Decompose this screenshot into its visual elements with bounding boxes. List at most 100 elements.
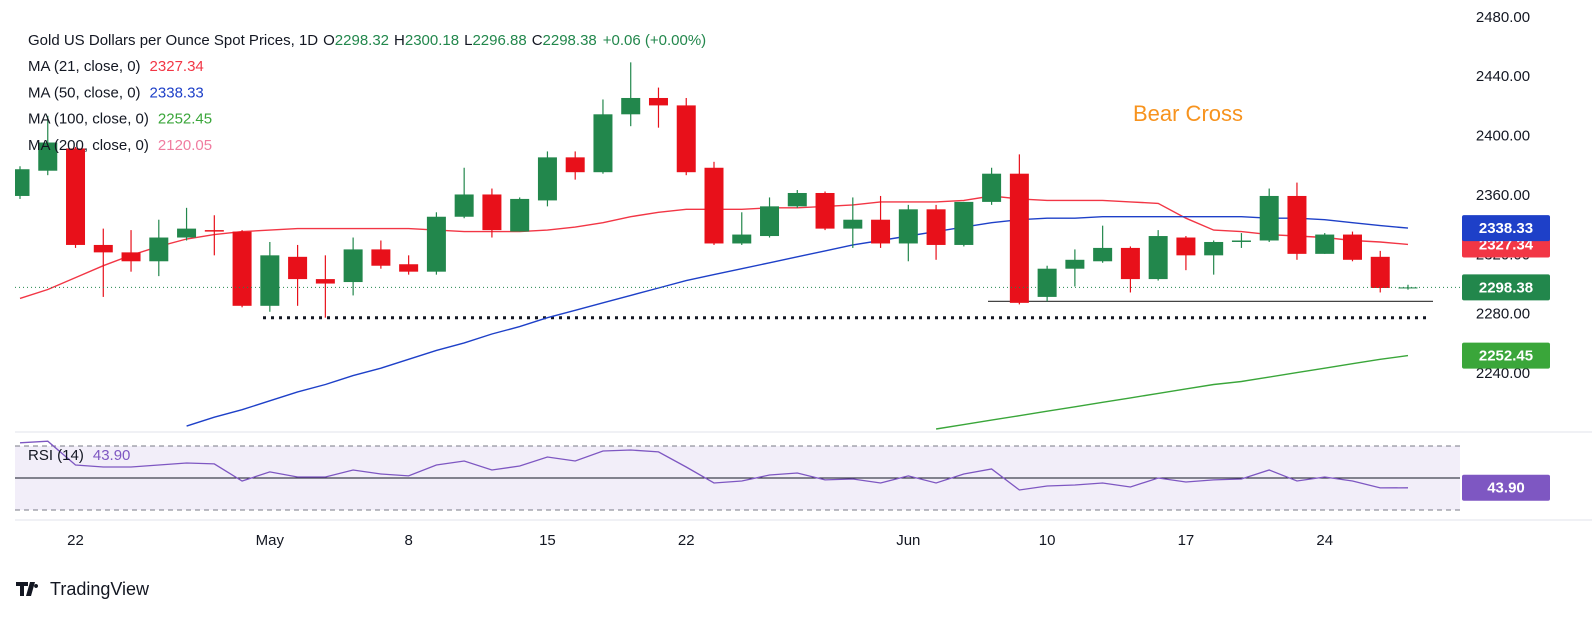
candle-body	[843, 219, 863, 229]
candle-body	[1315, 234, 1335, 254]
x-tick-label: Jun	[896, 532, 920, 549]
y-tick-label: 2440.00	[1476, 68, 1530, 85]
ma-line	[186, 216, 1409, 427]
candle-body	[93, 244, 113, 253]
y-tick-label: 2280.00	[1476, 306, 1530, 323]
watermark: TradingView	[16, 579, 150, 599]
candle-body	[1259, 195, 1279, 241]
candle-body	[1370, 256, 1390, 288]
candle-body	[1065, 259, 1085, 269]
header: Gold US Dollars per Ounce Spot Prices, 1…	[28, 32, 706, 49]
ma-badge: 2252.45	[1479, 348, 1533, 365]
candle-body	[177, 228, 197, 238]
candle-body	[1093, 247, 1113, 262]
ohlc-value: 2300.18	[405, 32, 459, 49]
candle-body	[676, 105, 696, 173]
candle-body	[815, 192, 835, 229]
candle-body	[399, 264, 419, 272]
candle-body	[1148, 236, 1168, 280]
rsi-value: 43.90	[93, 447, 131, 464]
ohlc-value: 2298.32	[335, 32, 389, 49]
rsi-label: RSI (14)	[28, 447, 84, 464]
candle-body	[510, 198, 530, 232]
legend-value: 2252.45	[158, 111, 212, 128]
candle-body	[1231, 240, 1251, 242]
rsi-badge-bg	[1462, 474, 1550, 501]
ohlc-key: O	[323, 32, 335, 49]
candle-body	[1037, 268, 1057, 297]
legend-label: MA (100, close, 0)	[28, 111, 149, 128]
x-tick-label: 22	[67, 532, 84, 549]
candle-body	[621, 97, 641, 115]
candle-body	[66, 148, 86, 245]
candle-body	[371, 249, 391, 266]
candle-body	[15, 169, 30, 196]
candle-body	[982, 173, 1002, 202]
x-tick-label: 15	[539, 532, 556, 549]
candle-body	[704, 167, 724, 244]
candle-body	[315, 279, 335, 284]
annotation: Bear Cross	[1133, 101, 1243, 126]
candle-body	[232, 231, 252, 306]
candle-body	[38, 142, 58, 171]
y-tick-label: 2240.00	[1476, 365, 1530, 382]
x-tick-label: 17	[1178, 532, 1195, 549]
chart-title: Gold US Dollars per Ounce Spot Prices, 1…	[28, 32, 318, 49]
x-tick-label: 10	[1039, 532, 1056, 549]
candle-body	[732, 234, 752, 244]
ma-badge-bg	[1462, 342, 1550, 369]
candle-body	[1287, 195, 1307, 254]
price-badge: 2298.38	[1479, 279, 1533, 296]
legend-bg	[20, 28, 860, 54]
x-tick-label: 24	[1316, 532, 1333, 549]
y-tick-label: 2480.00	[1476, 9, 1530, 26]
candle-body	[204, 230, 224, 232]
legend-label: MA (21, close, 0)	[28, 58, 141, 75]
ohlc-value: 2298.38	[543, 32, 597, 49]
rsi-legend: RSI (14) 43.90	[28, 447, 130, 464]
x-tick-label: May	[256, 532, 285, 549]
candle-body	[954, 201, 974, 245]
x-tick-label: 8	[404, 532, 412, 549]
ohlc-key: C	[532, 32, 543, 49]
candle-body	[565, 157, 585, 173]
legend-entry: MA (200, close, 0) 2120.05	[28, 137, 212, 154]
brand: TradingView	[50, 579, 150, 599]
candle-body	[926, 209, 946, 245]
legend-value: 2327.34	[150, 58, 204, 75]
ohlc-key: H	[394, 32, 405, 49]
candle-body	[343, 249, 363, 283]
legend-label: MA (200, close, 0)	[28, 137, 149, 154]
rsi-line	[19, 440, 1409, 491]
logo	[16, 582, 39, 596]
ma-line	[935, 354, 1409, 430]
x-tick-label: 22	[678, 532, 695, 549]
candle-body	[593, 114, 613, 173]
candle-body	[537, 157, 557, 201]
legend-value: 2338.33	[150, 84, 204, 101]
candle-body	[1342, 234, 1362, 260]
candle-body	[871, 219, 891, 244]
candle-body	[1009, 173, 1029, 303]
ma-badge-bg	[1462, 215, 1550, 242]
legend-label: MA (50, close, 0)	[28, 84, 141, 101]
candle-body	[482, 194, 502, 231]
y-tick-label: 2400.00	[1476, 128, 1530, 145]
ohlc-value: 2296.88	[472, 32, 526, 49]
candle-body	[288, 256, 308, 280]
candle-body	[454, 194, 474, 217]
y-tick-label: 2360.00	[1476, 187, 1530, 204]
candle-body	[1176, 237, 1196, 256]
legend-entry: MA (50, close, 0) 2338.33	[28, 84, 204, 101]
price-badge-bg	[1462, 274, 1550, 301]
legend-value: 2120.05	[158, 137, 212, 154]
change: +0.06 (+0.00%)	[603, 32, 706, 49]
candle-body	[1204, 241, 1224, 256]
candle-body	[1120, 247, 1140, 280]
rsi-badge: 43.90	[1487, 480, 1525, 497]
candle-body	[426, 216, 446, 272]
legend: Gold US Dollars per Ounce Spot Prices, 1…	[20, 28, 860, 154]
candle-body	[260, 255, 280, 306]
